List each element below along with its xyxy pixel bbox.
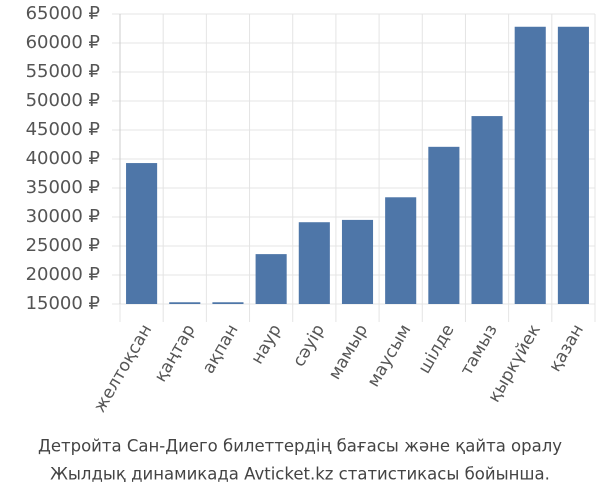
bar [428,146,460,304]
y-tick-label: 35000 ₽ [26,177,100,198]
bar [514,26,546,304]
bar [471,116,503,304]
caption-line: Жылдық динамикада Avticket.kz статистика… [50,465,550,484]
x-tick-label: ақпан [199,321,243,377]
x-tick-label: шілде [415,321,459,377]
y-tick-label: 15000 ₽ [26,293,100,314]
y-tick-label: 25000 ₽ [26,235,100,256]
y-tick-label: 65000 ₽ [26,3,100,24]
bar [255,254,287,304]
y-tick-label: 45000 ₽ [26,119,100,140]
y-tick-label: 50000 ₽ [26,90,100,111]
y-tick-label: 20000 ₽ [26,264,100,285]
x-tick-label: мамыр [325,321,372,383]
y-tick-label: 40000 ₽ [26,148,100,169]
bar [385,197,417,304]
bar [341,219,374,304]
x-tick-label: наур [247,321,286,368]
x-tick-label: желтоқсан [90,321,156,416]
x-tick-label: қазан [545,321,588,375]
y-tick-label: 30000 ₽ [26,206,100,227]
y-tick-label: 60000 ₽ [26,32,100,53]
y-tick-label: 55000 ₽ [26,61,100,82]
bar [212,302,244,304]
bar [298,222,330,304]
x-tick-label: тамыз [457,321,502,379]
x-tick-label: сәуір [289,321,329,370]
bar [557,26,589,304]
bar [126,163,158,304]
caption-line: Детройта Сан-Диего билеттердің бағасы жә… [38,437,562,456]
bar [169,302,201,304]
x-tick-label: қаңтар [151,321,200,386]
